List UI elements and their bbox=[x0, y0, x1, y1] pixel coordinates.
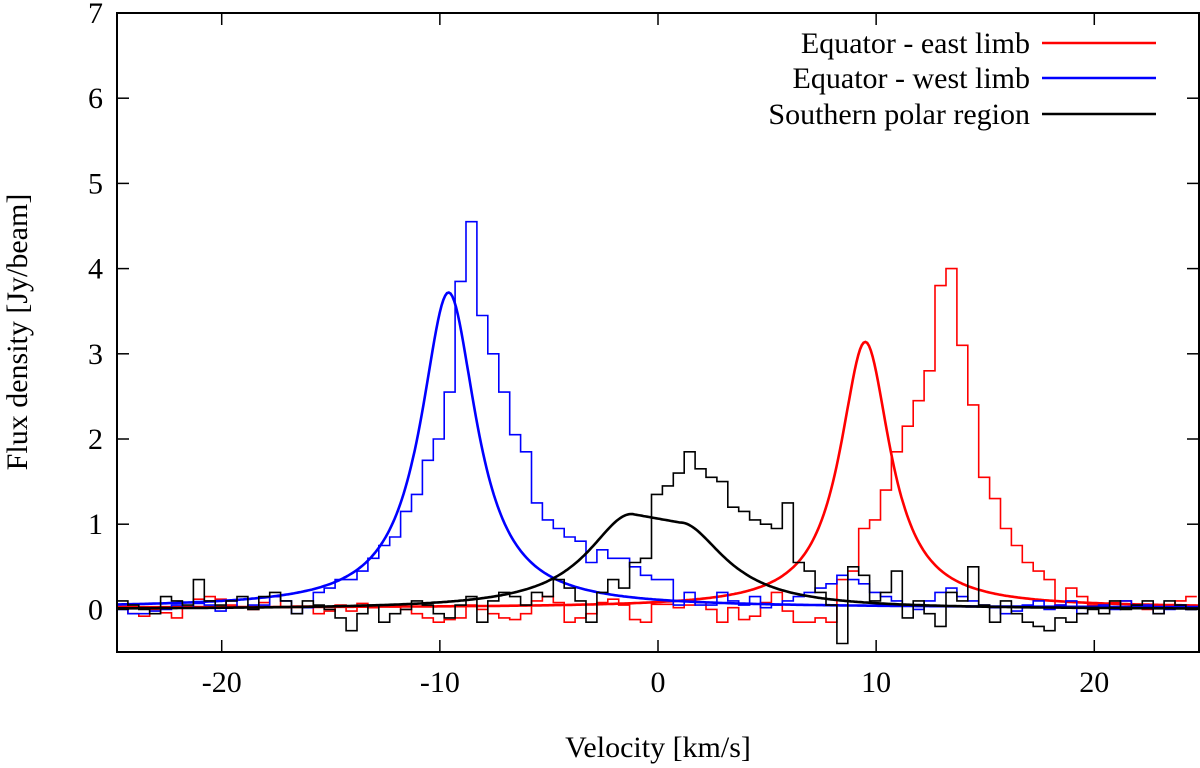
x-tick-label: -10 bbox=[420, 666, 460, 699]
fit-curve bbox=[117, 512, 1199, 610]
x-tick-label: 10 bbox=[861, 666, 891, 699]
legend-label-south: Southern polar region bbox=[768, 98, 1030, 131]
legend-label-west: Equator - west limb bbox=[793, 62, 1030, 95]
y-tick-label: 7 bbox=[88, 0, 103, 30]
legend-label-east: Equator - east limb bbox=[801, 27, 1030, 60]
fit-curve bbox=[117, 340, 1199, 609]
y-tick-label: 5 bbox=[88, 167, 103, 200]
series-1 bbox=[117, 220, 1199, 615]
series-layer bbox=[117, 220, 1199, 645]
series-2 bbox=[117, 451, 1199, 645]
histogram-line bbox=[117, 220, 1197, 615]
y-tick-label: 4 bbox=[88, 253, 103, 286]
legend: Equator - east limb Equator - west limb … bbox=[768, 27, 1156, 131]
x-tick-label: 20 bbox=[1079, 666, 1109, 699]
y-axis-title: Flux density [Jy/beam] bbox=[1, 194, 34, 471]
x-tick-label: 0 bbox=[651, 666, 666, 699]
y-tick-label: 0 bbox=[88, 593, 103, 626]
y-tick-label: 3 bbox=[88, 338, 103, 371]
y-tick-label: 6 bbox=[88, 82, 103, 115]
series-0 bbox=[117, 267, 1199, 623]
y-tick-label: 2 bbox=[88, 423, 103, 456]
x-axis-title: Velocity [km/s] bbox=[565, 731, 751, 764]
fit-curve bbox=[117, 291, 1199, 609]
histogram-line bbox=[117, 451, 1197, 645]
plot-frame bbox=[116, 12, 1200, 653]
histogram-line bbox=[117, 267, 1197, 623]
y-axis: 0 1 2 3 4 5 6 7 bbox=[88, 0, 1199, 626]
y-tick-label: 1 bbox=[88, 508, 103, 541]
x-axis: -20 -10 0 10 20 bbox=[202, 13, 1109, 699]
x-tick-label: -20 bbox=[202, 666, 242, 699]
